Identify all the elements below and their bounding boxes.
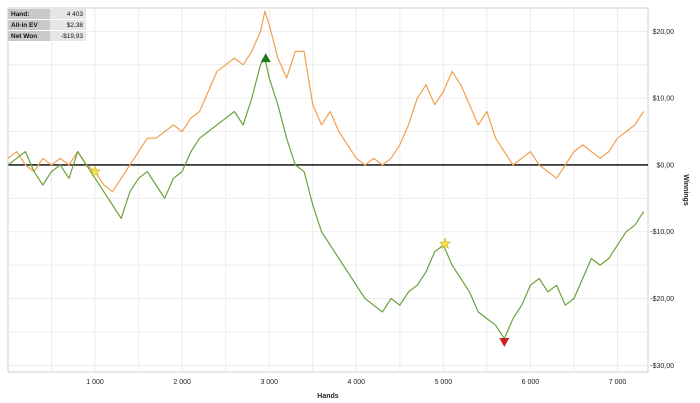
series-line-0 [7, 10, 645, 193]
star-marker-icon [439, 237, 452, 249]
y-tick-label: $10,00 [653, 96, 675, 103]
min-marker-icon [499, 337, 510, 347]
x-axis-title: Hands [317, 393, 339, 400]
x-tick-label: 2 000 [173, 379, 191, 386]
stat-label: All-in EV [8, 19, 50, 31]
x-tick-label: 4 000 [348, 379, 366, 386]
grid [7, 7, 649, 373]
star-marker-icon [88, 165, 102, 177]
markers-layer [88, 53, 510, 347]
x-tick-label: 7 000 [609, 379, 627, 386]
stat-label: Net Won [8, 30, 50, 42]
plot-border [7, 7, 649, 373]
stat-value: 4 403 [50, 9, 86, 20]
series-line-1 [7, 57, 645, 340]
tick-labels: 1 000 2 000 3 000 4 000 5 000 6 000 7 000 $20,0… [86, 29, 674, 386]
x-tick-label: 5 000 [435, 379, 453, 386]
y-tick-label: -$20,00 [650, 296, 674, 303]
series-layer [7, 10, 645, 340]
y-axis-title: Winnings [682, 174, 689, 206]
stat-value: $2,38 [50, 19, 86, 31]
y-tick-label: -$30,00 [650, 363, 674, 370]
max-marker-icon [260, 53, 271, 63]
stats-box: Hand: 4 403 All-in EV $2,38 Net Won -$19… [8, 9, 86, 42]
stats-row-hand: Hand: 4 403 [8, 9, 86, 20]
stats-row-net-won: Net Won -$19,93 [8, 30, 86, 42]
stat-label: Hand: [8, 9, 50, 20]
x-tick-label: 3 000 [260, 379, 278, 386]
stats-row-allin-ev: All-in EV $2,38 [8, 19, 86, 31]
y-tick-label: $0,00 [656, 162, 674, 169]
x-tick-label: 6 000 [522, 379, 540, 386]
y-tick-label: $20,00 [653, 29, 675, 36]
stat-value: -$19,93 [50, 30, 86, 42]
y-tick-label: -$10,00 [650, 229, 674, 236]
x-tick-label: 1 000 [86, 379, 104, 386]
